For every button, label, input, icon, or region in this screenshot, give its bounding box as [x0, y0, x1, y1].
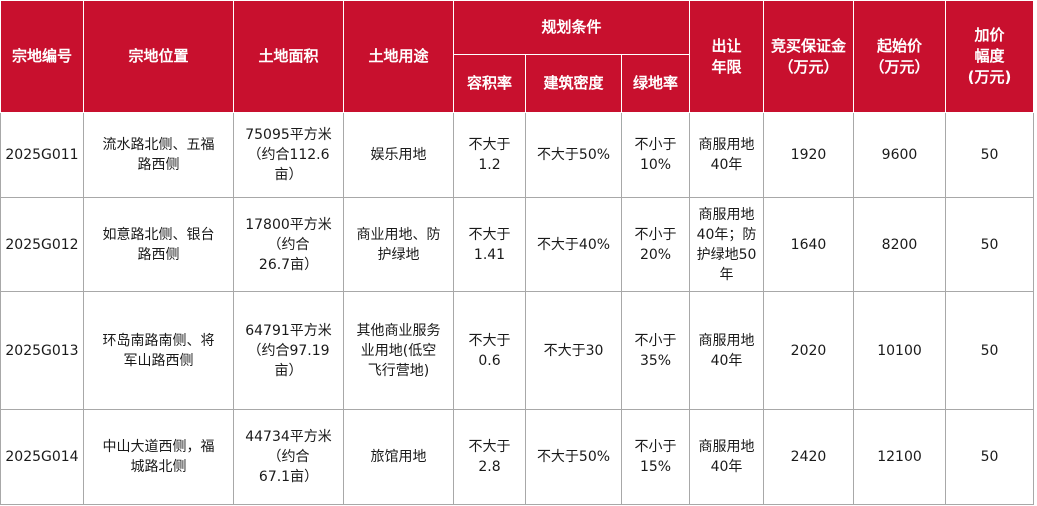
cell-far: 不大于 1.41 — [453, 197, 526, 292]
cell-plot-id: 2025G011 — [0, 112, 84, 198]
cell-location: 流水路北侧、五福 路西侧 — [83, 112, 234, 198]
header-land-use: 土地用途 — [343, 0, 454, 113]
cell-area: 44734平方米 （约合 67.1亩） — [233, 409, 344, 505]
cell-land-use: 其他商业服务 业用地(低空 飞行营地) — [343, 291, 454, 410]
cell-start-price: 9600 — [853, 112, 946, 198]
cell-deposit: 2420 — [763, 409, 854, 505]
cell-start-price: 12100 — [853, 409, 946, 505]
cell-green-ratio: 不小于 35% — [621, 291, 690, 410]
cell-plot-id: 2025G014 — [0, 409, 84, 505]
header-location: 宗地位置 — [83, 0, 234, 113]
cell-land-use: 娱乐用地 — [343, 112, 454, 198]
cell-area: 64791平方米 （约合97.19 亩） — [233, 291, 344, 410]
cell-increment: 50 — [945, 197, 1034, 292]
cell-deposit: 2020 — [763, 291, 854, 410]
header-increment: 加价 幅度 (万元) — [945, 0, 1034, 113]
header-plot-id: 宗地编号 — [0, 0, 84, 113]
cell-location: 如意路北侧、银台 路西侧 — [83, 197, 234, 292]
table-row: 2025G011 流水路北侧、五福 路西侧 75095平方米 （约合112.6 … — [0, 112, 1034, 198]
cell-density: 不大于30 — [525, 291, 622, 410]
cell-increment: 50 — [945, 112, 1034, 198]
header-planning-conditions: 规划条件 — [453, 0, 690, 55]
header-deposit: 竞买保证金 （万元） — [763, 0, 854, 113]
cell-density: 不大于40% — [525, 197, 622, 292]
cell-term: 商服用地 40年 — [689, 409, 764, 505]
header-density: 建筑密度 — [525, 54, 622, 113]
header-row-top: 宗地编号 宗地位置 土地面积 土地用途 规划条件 出让 年限 竞买保证金 （万元… — [0, 0, 1034, 113]
header-area: 土地面积 — [233, 0, 344, 113]
header-green-ratio: 绿地率 — [621, 54, 690, 113]
cell-area: 17800平方米 （约合 26.7亩） — [233, 197, 344, 292]
table-row: 2025G012 如意路北侧、银台 路西侧 17800平方米 （约合 26.7亩… — [0, 197, 1034, 292]
cell-term: 商服用地 40年；防 护绿地50 年 — [689, 197, 764, 292]
cell-green-ratio: 不小于 10% — [621, 112, 690, 198]
header-start-price: 起始价 （万元） — [853, 0, 946, 113]
cell-start-price: 10100 — [853, 291, 946, 410]
header-row-sub: 容积率 建筑密度 绿地率 — [1, 54, 1034, 113]
cell-far: 不大于 0.6 — [453, 291, 526, 410]
header-term: 出让 年限 — [689, 0, 764, 113]
cell-far: 不大于 2.8 — [453, 409, 526, 505]
cell-term: 商服用地 40年 — [689, 291, 764, 410]
cell-density: 不大于50% — [525, 409, 622, 505]
cell-location: 环岛南路南侧、将 军山路西侧 — [83, 291, 234, 410]
table-row: 2025G014 中山大道西侧，福 城路北侧 44734平方米 （约合 67.1… — [0, 409, 1034, 505]
cell-deposit: 1640 — [763, 197, 854, 292]
cell-increment: 50 — [945, 291, 1034, 410]
cell-land-use: 旅馆用地 — [343, 409, 454, 505]
cell-density: 不大于50% — [525, 112, 622, 198]
cell-green-ratio: 不小于 15% — [621, 409, 690, 505]
cell-term: 商服用地 40年 — [689, 112, 764, 198]
cell-far: 不大于 1.2 — [453, 112, 526, 198]
header-far: 容积率 — [453, 54, 526, 113]
table-row: 2025G013 环岛南路南侧、将 军山路西侧 64791平方米 （约合97.1… — [0, 291, 1034, 410]
cell-deposit: 1920 — [763, 112, 854, 198]
cell-green-ratio: 不小于 20% — [621, 197, 690, 292]
cell-increment: 50 — [945, 409, 1034, 505]
cell-start-price: 8200 — [853, 197, 946, 292]
cell-land-use: 商业用地、防 护绿地 — [343, 197, 454, 292]
cell-area: 75095平方米 （约合112.6 亩） — [233, 112, 344, 198]
cell-plot-id: 2025G013 — [0, 291, 84, 410]
cell-location: 中山大道西侧，福 城路北侧 — [83, 409, 234, 505]
cell-plot-id: 2025G012 — [0, 197, 84, 292]
